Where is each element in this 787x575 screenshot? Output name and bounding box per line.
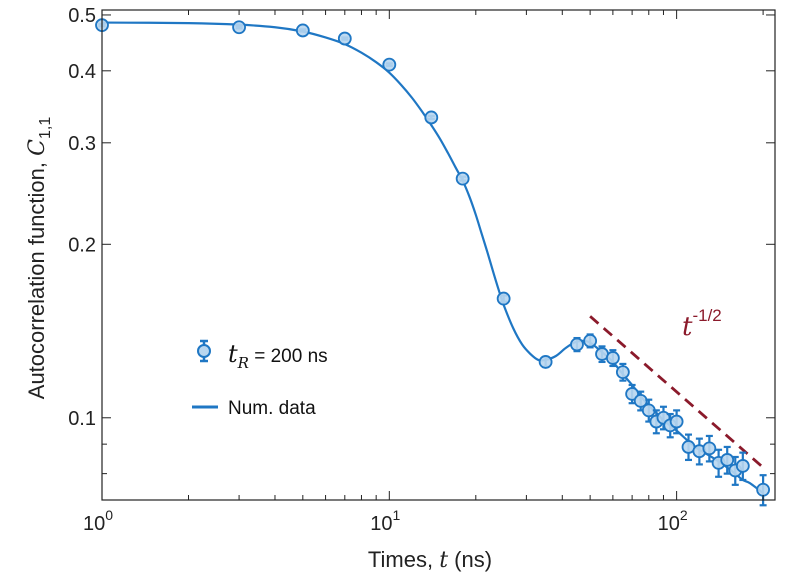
data-point [583, 333, 598, 349]
legend-suffix: = 200 ns [249, 346, 328, 367]
tick-labels-layer: 0.1 0.2 0.3 0.4 0.5 100 101 102 [68, 5, 688, 535]
y-tick-label: 0.4 [68, 61, 96, 83]
x-axis-title: Times, t (ns) [368, 547, 492, 573]
y-tick-label: 0.5 [68, 5, 96, 27]
x-tick-label: 101 [370, 507, 400, 535]
slope-annotation: t-1/2 [682, 306, 722, 342]
point-marker [702, 441, 717, 456]
data-point [295, 23, 310, 38]
point-marker [455, 171, 470, 186]
point-marker [295, 23, 310, 38]
point-marker [337, 31, 352, 46]
legend-var: t [228, 340, 238, 368]
data-point [605, 349, 620, 368]
point-marker [496, 291, 511, 306]
point-marker [669, 414, 684, 429]
guide-layer [589, 315, 765, 469]
x-tick-label: 100 [83, 507, 113, 535]
plot-frame [101, 9, 776, 501]
data-point [756, 474, 771, 507]
data-point [615, 362, 630, 382]
legend-marker-points [197, 339, 211, 363]
data-point [720, 445, 735, 475]
data-point [496, 291, 511, 306]
data-point [337, 31, 352, 46]
data-point [382, 57, 397, 72]
y-axis-title: Autocorrelation function, C1,1 [24, 117, 54, 400]
legend-label-points: tR = 200 ns [228, 340, 328, 372]
data-point [570, 336, 584, 353]
data-point [455, 171, 470, 186]
point-marker [735, 459, 750, 473]
data-points-layer [95, 18, 771, 507]
point-marker [756, 482, 771, 497]
data-point [692, 437, 707, 466]
data-point [669, 409, 684, 435]
data-point [735, 451, 750, 482]
point-marker [538, 355, 553, 369]
y-tick-label: 0.3 [68, 133, 96, 155]
data-point [232, 20, 246, 35]
annotation-exponent: -1/2 [692, 306, 721, 325]
point-marker [424, 110, 439, 125]
point-marker [605, 351, 620, 365]
point-marker [382, 57, 397, 72]
guide-line-t-minus-half [589, 315, 765, 469]
data-point [538, 355, 553, 369]
y-tick-label: 0.2 [68, 234, 96, 256]
svg-text:t-1/2: t-1/2 [682, 306, 722, 342]
legend-sub: R [237, 354, 249, 372]
data-point [633, 390, 648, 412]
axes-frame-layer [101, 9, 776, 501]
point-marker [720, 453, 735, 467]
point-marker [583, 333, 598, 348]
data-point [702, 434, 717, 463]
point-marker [615, 365, 630, 380]
point-marker [633, 393, 648, 408]
legend-label-line: Num. data [228, 398, 316, 419]
data-point [424, 110, 439, 125]
y-tick-label: 0.1 [68, 408, 96, 430]
annotation-base: t [682, 312, 693, 342]
legend: tR = 200 ns Num. data [192, 339, 328, 419]
x-tick-label: 102 [658, 507, 688, 535]
point-marker [570, 337, 584, 352]
ticks-layer [101, 10, 775, 500]
point-marker [232, 20, 246, 35]
